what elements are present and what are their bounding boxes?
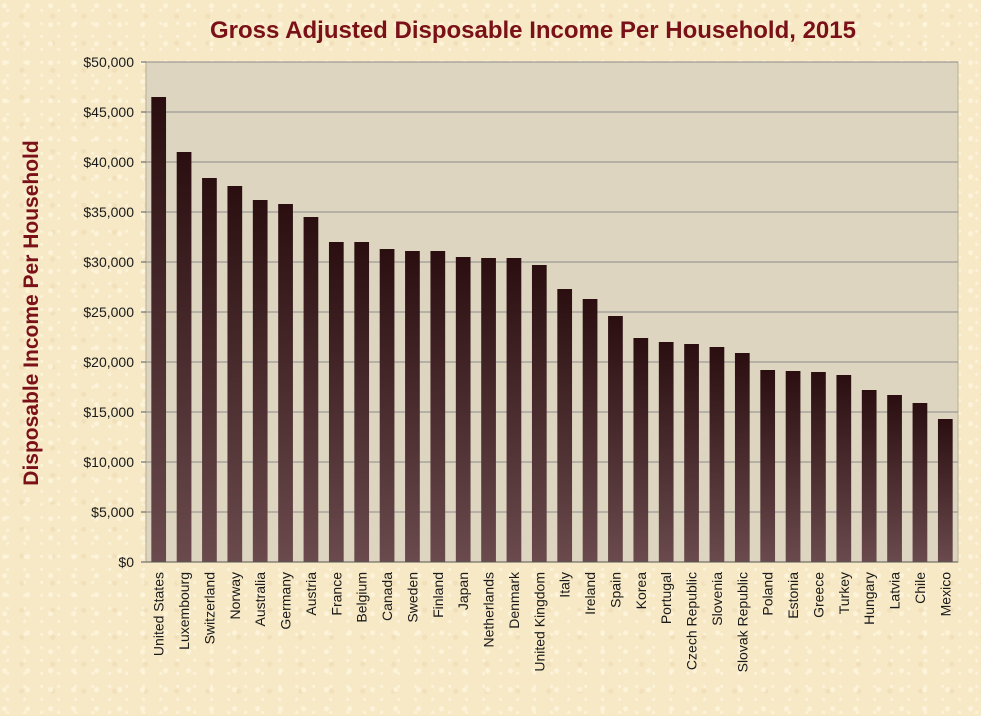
- bar-ireland: [582, 299, 598, 562]
- x-tick-label: Estonia: [785, 572, 801, 619]
- x-tick-label: Canada: [379, 572, 395, 621]
- x-tick-label: Slovak Republic: [734, 572, 750, 672]
- x-tick-label: France: [328, 572, 344, 616]
- bar-sweden: [405, 251, 420, 562]
- bar-hungary: [861, 390, 877, 562]
- x-tick-label: Finland: [430, 572, 446, 618]
- bar-norway: [227, 186, 243, 562]
- x-tick-label: Switzerland: [201, 572, 217, 644]
- y-tick-label: $5,000: [91, 504, 134, 520]
- x-tick-label: Korea: [633, 572, 649, 610]
- x-tick-label: Ireland: [582, 572, 598, 615]
- bar-mexico: [937, 419, 953, 562]
- x-tick-label: United Kingdom: [531, 572, 547, 672]
- x-tick-label: Slovenia: [709, 572, 725, 626]
- y-tick-label: $15,000: [83, 404, 134, 420]
- y-tick-label: $45,000: [83, 104, 134, 120]
- bar-chile: [912, 403, 928, 562]
- y-tick-label: $40,000: [83, 154, 134, 170]
- bar-united-kingdom: [531, 265, 547, 562]
- bar-finland: [430, 251, 446, 562]
- x-tick-label: Australia: [252, 572, 268, 627]
- y-tick-label: $10,000: [83, 454, 134, 470]
- x-tick-label: Sweden: [404, 572, 420, 623]
- x-tick-label: Chile: [912, 572, 928, 604]
- x-tick-label: Turkey: [836, 572, 852, 614]
- x-tick-label: Belgium: [354, 572, 370, 623]
- y-tick-label: $30,000: [83, 254, 134, 270]
- x-tick-label: Latvia: [887, 572, 903, 610]
- bar-korea: [633, 338, 649, 562]
- bar-united-states: [151, 97, 167, 562]
- x-tick-label: Japan: [455, 572, 471, 610]
- y-tick-label: $50,000: [83, 54, 134, 70]
- bar-slovak-republic: [734, 353, 750, 562]
- x-axis-labels: United States Luxembourg Switzerland Norway…: [151, 571, 954, 672]
- x-tick-label: United States: [151, 572, 167, 656]
- bar-greece: [811, 372, 826, 562]
- bar-turkey: [836, 375, 852, 562]
- x-tick-label: Hungary: [861, 572, 877, 625]
- x-tick-label: Denmark: [506, 571, 522, 629]
- bar-switzerland: [202, 178, 217, 562]
- x-tick-label: Portugal: [658, 572, 674, 624]
- x-tick-label: Greece: [810, 572, 826, 618]
- bar-italy: [557, 289, 573, 562]
- y-tick-label: $35,000: [83, 204, 134, 220]
- bar-spain: [608, 316, 623, 562]
- bar-luxembourg: [176, 152, 192, 562]
- x-tick-label: Poland: [760, 572, 776, 616]
- bar-belgium: [354, 242, 370, 562]
- x-tick-label: Czech Republic: [684, 572, 700, 670]
- bar-austria: [303, 217, 319, 562]
- bar-portugal: [658, 342, 674, 562]
- y-tick-label: $0: [118, 554, 134, 570]
- x-tick-label: Italy: [557, 572, 573, 598]
- x-tick-label: Netherlands: [481, 572, 497, 648]
- x-tick-label: Mexico: [937, 572, 953, 617]
- bars: [151, 97, 953, 562]
- bar-germany: [278, 204, 293, 562]
- bar-latvia: [887, 395, 902, 562]
- y-axis-title: Disposable Income Per Household: [20, 140, 43, 485]
- bar-slovenia: [709, 347, 725, 562]
- x-tick-label: Spain: [607, 572, 623, 608]
- bar-japan: [455, 257, 471, 562]
- bar-denmark: [506, 258, 522, 562]
- x-tick-label: Austria: [303, 572, 319, 616]
- x-tick-label: Luxembourg: [176, 572, 192, 650]
- x-tick-label: Norway: [227, 572, 243, 619]
- y-tick-label: $20,000: [83, 354, 134, 370]
- y-axis-ticks: $0 $5,000 $10,000 $15,000 $20,000 $25,000 $30,…: [83, 54, 146, 570]
- chart-title: Gross Adjusted Disposable Income Per Hou…: [210, 17, 856, 44]
- bar-france: [328, 242, 344, 562]
- bar-czech-republic: [684, 344, 699, 562]
- y-tick-label: $25,000: [83, 304, 134, 320]
- x-tick-label: Germany: [278, 572, 294, 630]
- bar-netherlands: [481, 258, 496, 562]
- bar-poland: [760, 370, 776, 562]
- bar-canada: [379, 249, 395, 562]
- bar-australia: [252, 200, 268, 562]
- bar-estonia: [785, 371, 801, 562]
